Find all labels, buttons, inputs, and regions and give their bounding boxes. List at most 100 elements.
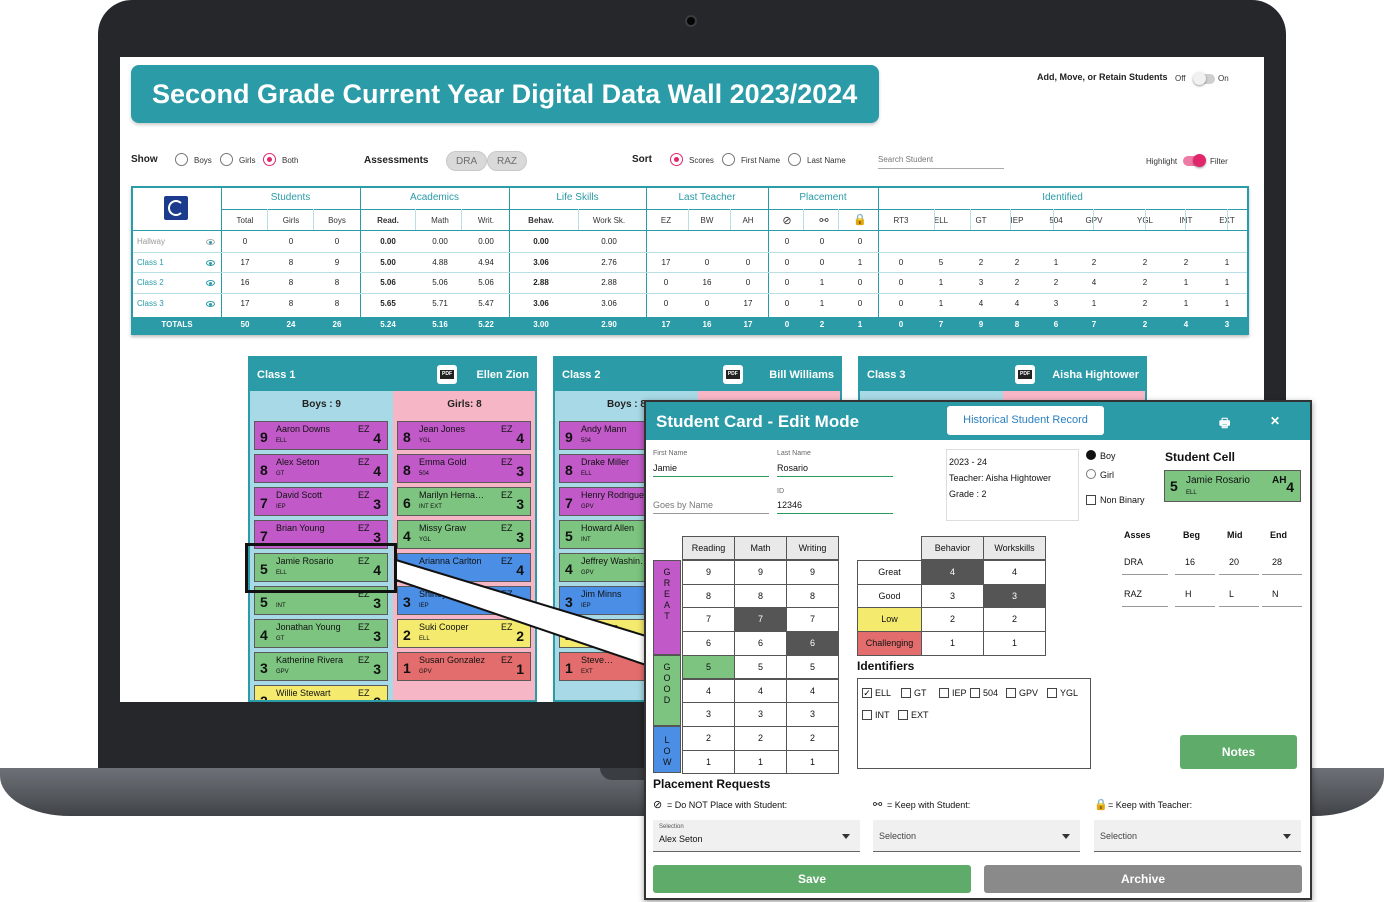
life-skills-cell[interactable]: 4 (921, 560, 984, 585)
print-icon[interactable]: 🖶 (1219, 416, 1231, 430)
student-card[interactable]: 7 David Scott IEP EZ 3 (254, 487, 388, 516)
sort-scores-radio[interactable] (670, 153, 683, 166)
add-move-toggle[interactable] (1193, 72, 1215, 85)
pdf-icon[interactable] (437, 365, 457, 384)
academic-cell[interactable]: 5 (786, 654, 839, 680)
close-icon[interactable]: ✕ (1270, 414, 1281, 428)
student-card[interactable]: 4 Jonathan Young GT EZ 3 (254, 619, 388, 648)
assess-cell[interactable]: H (1185, 589, 1192, 599)
sort-last-name-radio[interactable] (788, 153, 801, 166)
sort-first-name-radio[interactable] (722, 153, 735, 166)
academic-cell[interactable]: 7 (734, 607, 787, 633)
search-input[interactable]: Search Student (878, 152, 1004, 169)
gender-boy-radio[interactable] (1086, 450, 1096, 460)
assess-cell[interactable]: N (1272, 589, 1279, 599)
academic-cell[interactable]: 6 (786, 631, 839, 656)
academic-cell[interactable]: 2 (786, 725, 839, 751)
archive-button[interactable]: Archive (984, 865, 1302, 893)
identifier-ygl-checkbox[interactable] (1047, 688, 1057, 698)
assess-cell[interactable]: 16 (1185, 557, 1196, 567)
life-skills-cell[interactable]: 3 (921, 583, 984, 609)
show-both-radio[interactable] (263, 153, 276, 166)
academic-cell[interactable]: 8 (682, 583, 735, 609)
eye-icon[interactable] (206, 301, 215, 307)
identifier-504-checkbox[interactable] (970, 688, 980, 698)
academic-cell[interactable]: 9 (682, 560, 735, 585)
academic-cell[interactable]: 2 (682, 725, 735, 751)
academic-cell[interactable]: 4 (786, 678, 839, 704)
assess-cell[interactable]: 20 (1229, 557, 1240, 567)
highlight-filter-toggle[interactable] (1183, 154, 1206, 167)
identifier-ell-checkbox[interactable]: ✓ (862, 688, 872, 698)
summary-row-label[interactable]: Class 2 (137, 278, 164, 287)
assessment-dra-pill[interactable]: DRA (446, 151, 488, 171)
student-card[interactable]: 3 Katherine Rivera GPV EZ 3 (254, 652, 388, 681)
assess-cell[interactable]: L (1229, 589, 1235, 599)
student-card[interactable]: 9 Aaron Downs ELL EZ 4 (254, 421, 388, 450)
identifier-int-checkbox[interactable] (862, 710, 872, 720)
id-field[interactable]: 12346 (777, 500, 803, 510)
pdf-icon[interactable] (722, 365, 743, 384)
historical-record-button[interactable]: Historical Student Record (947, 406, 1104, 435)
academic-cell[interactable]: 1 (734, 749, 787, 775)
academic-cell[interactable]: 6 (682, 631, 735, 656)
last-name-field[interactable]: Rosario (777, 463, 809, 473)
student-card[interactable]: 1 Susan Gonzalez GPV EZ 1 (397, 652, 531, 681)
student-card[interactable]: 4 Missy Graw YGL EZ 3 (397, 520, 531, 549)
life-skills-cell[interactable]: 4 (983, 560, 1046, 585)
non-binary-checkbox[interactable] (1086, 495, 1096, 505)
identifier-gt-checkbox[interactable] (901, 688, 911, 698)
academic-cell[interactable]: 3 (786, 702, 839, 727)
summary-row-label[interactable]: Class 1 (137, 258, 164, 267)
academic-cell[interactable]: 1 (786, 749, 839, 775)
life-skills-cell[interactable]: 3 (983, 583, 1046, 609)
academic-cell[interactable]: 5 (734, 654, 787, 680)
academic-cell[interactable]: 7 (786, 607, 839, 633)
academic-cell[interactable]: 6 (734, 631, 787, 656)
life-skills-cell[interactable]: 1 (983, 631, 1046, 656)
academic-cell[interactable]: 4 (734, 678, 787, 704)
placement-select[interactable]: Selection (873, 820, 1080, 852)
assessment-raz-pill[interactable]: RAZ (487, 151, 527, 171)
summary-row-label[interactable]: Hallway (137, 237, 166, 246)
assess-cell[interactable]: 28 (1272, 557, 1283, 567)
life-skills-cell[interactable]: 2 (983, 607, 1046, 633)
student-card[interactable]: 5 Jamie Rosario ELL EZ 4 (254, 553, 388, 582)
academic-cell[interactable]: 3 (734, 702, 787, 727)
life-skills-cell[interactable]: 1 (921, 631, 984, 656)
academic-cell[interactable]: 8 (786, 583, 839, 609)
show-boys-radio[interactable] (175, 153, 188, 166)
academic-cell[interactable]: 8 (734, 583, 787, 609)
academic-cell[interactable]: 9 (786, 560, 839, 585)
hidden-eye-icon[interactable] (206, 239, 215, 245)
placement-select[interactable]: Selection Alex Seton (653, 820, 860, 852)
academic-cell[interactable]: 5 (682, 654, 735, 680)
student-card[interactable]: 8 Jean Jones YGL EZ 4 (397, 421, 531, 450)
academic-cell[interactable]: 1 (682, 749, 735, 775)
academic-cell[interactable]: 4 (682, 678, 735, 704)
pdf-icon[interactable] (1015, 365, 1035, 384)
student-card[interactable]: 2 Willie Stewart EZ 2 (254, 685, 388, 700)
first-name-field[interactable]: Jamie (653, 463, 678, 473)
eye-icon[interactable] (206, 280, 215, 286)
show-girls-radio[interactable] (220, 153, 233, 166)
life-skills-cell[interactable]: 2 (921, 607, 984, 633)
summary-row-label[interactable]: Class 3 (137, 299, 164, 308)
academic-cell[interactable]: 3 (682, 702, 735, 727)
goes-by-name-field[interactable]: Goes by Name (653, 500, 714, 510)
notes-button[interactable]: Notes (1180, 735, 1297, 769)
identifier-iep-checkbox[interactable] (939, 688, 949, 698)
save-button[interactable]: Save (653, 865, 971, 893)
identifier-gpv-checkbox[interactable] (1006, 688, 1016, 698)
identifier-ext-checkbox[interactable] (898, 710, 908, 720)
student-card[interactable]: 8 Emma Gold 504 EZ 3 (397, 454, 531, 483)
student-card[interactable]: 8 Alex Seton GT EZ 4 (254, 454, 388, 483)
academic-cell[interactable]: 7 (682, 607, 735, 633)
placement-select[interactable]: Selection (1094, 820, 1301, 852)
student-card[interactable]: 6 Marilyn Herna… INT EXT EZ 3 (397, 487, 531, 516)
eye-icon[interactable] (206, 260, 215, 266)
student-card[interactable]: 2 Suki Cooper ELL EZ 2 (397, 619, 531, 648)
academic-cell[interactable]: 2 (734, 725, 787, 751)
gender-girl-radio[interactable] (1086, 469, 1096, 479)
academic-cell[interactable]: 9 (734, 560, 787, 585)
